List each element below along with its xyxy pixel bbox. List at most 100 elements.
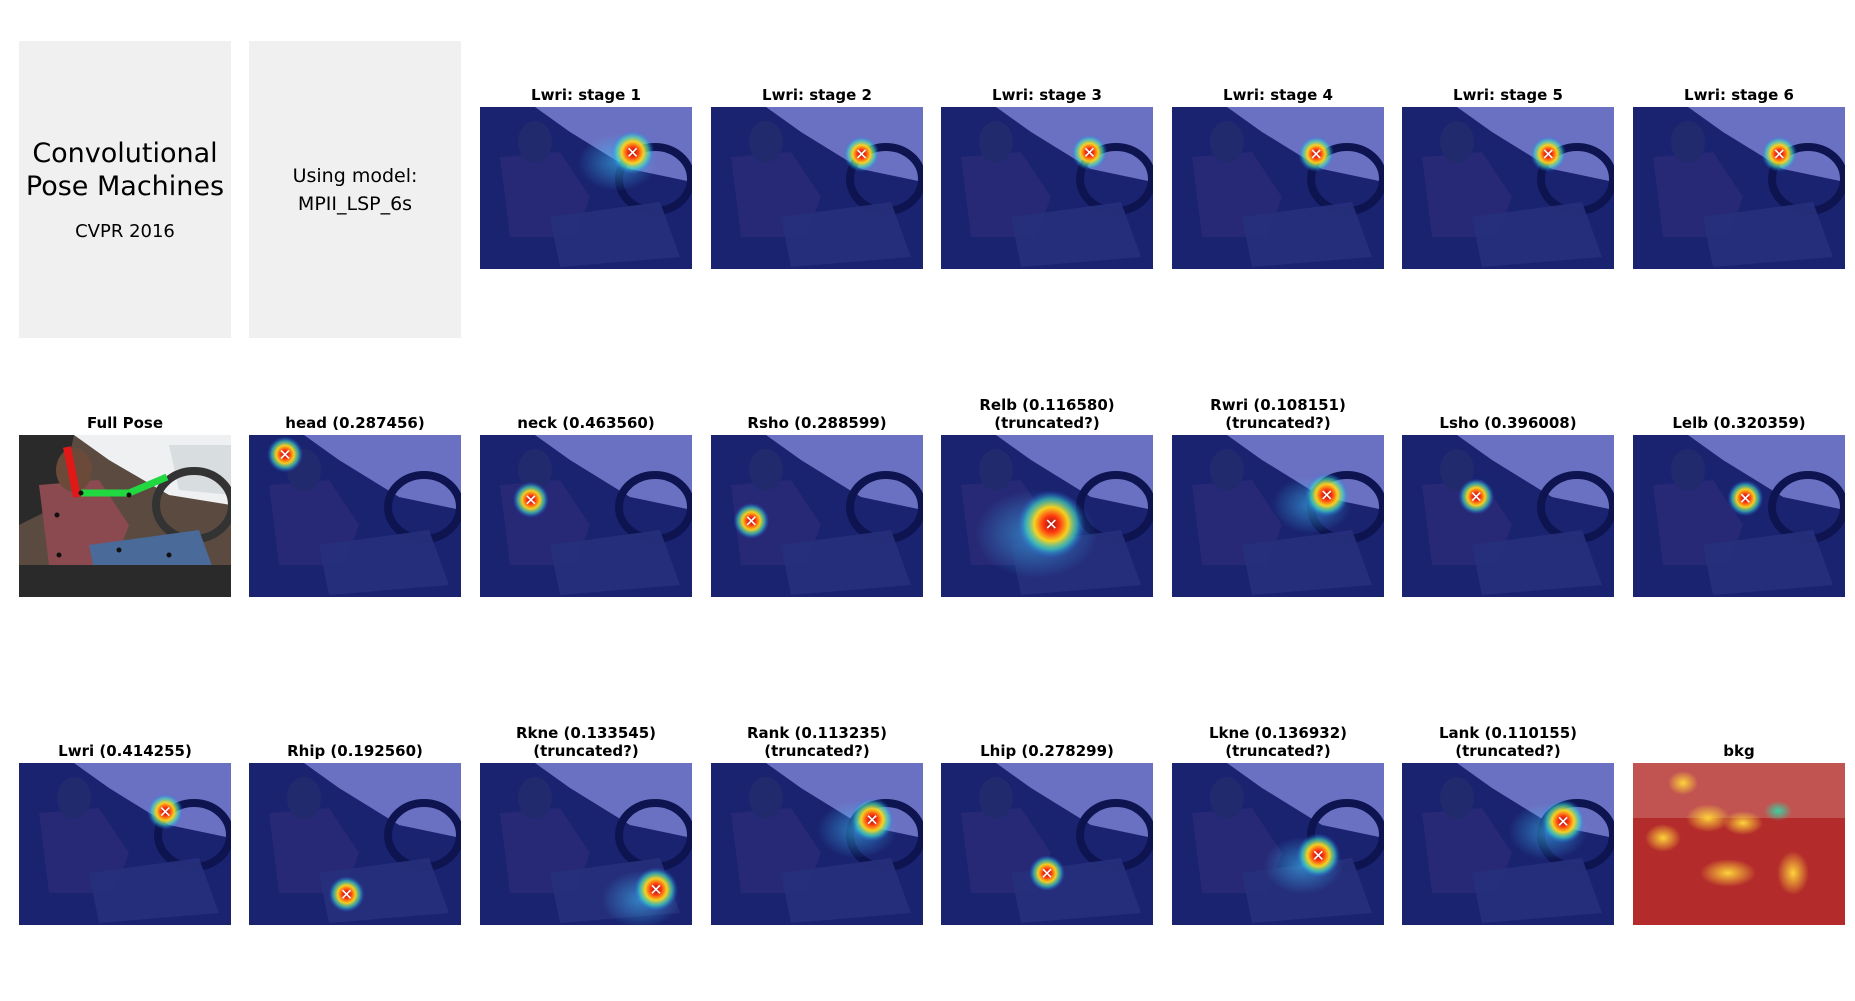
window-region [535,763,692,838]
head-region [979,449,1013,491]
peak-marker-b [651,884,661,894]
legs-region [781,858,911,923]
title-line-2: Pose Machines [25,171,225,202]
peak-marker-b [1084,147,1094,157]
stage-4-title: Lwri: stage 4 [1223,86,1333,104]
peak-marker-b [1313,850,1323,860]
part-rwri-title: Rwri (0.108151) [1210,396,1346,414]
title-box: Convolutional Pose Machines CVPR 2016 [19,41,231,338]
stage-6-title: Lwri: stage 6 [1684,86,1794,104]
head-region [57,777,91,819]
peak-marker-b [1543,149,1553,159]
window-region [766,435,923,510]
peak-marker-b [1471,491,1481,502]
part-lkne-title: Lkne (0.136932) [1208,724,1348,742]
part-rwri-heatmap [1172,435,1384,597]
window-region [996,435,1153,510]
legs-region [1242,202,1372,267]
title-line-1: Convolutional [32,138,218,169]
model-box: Using model: MPII_LSP_6s [249,41,461,338]
head-region [1671,449,1705,491]
bkg-title: bkg [1723,742,1755,760]
window-region [1457,435,1614,510]
peak-marker-b [746,516,756,526]
peak-marker-b [1322,490,1332,500]
bkg-heatmap [1633,763,1845,925]
part-lelb-title: Lelb (0.320359) [1672,414,1806,432]
head-region [1210,121,1244,163]
legs-region [89,858,219,923]
full-pose-title: Full Pose [86,414,164,432]
part-lank-subtitle: (truncated?) [1455,742,1561,760]
window-region [535,435,692,510]
part-rwri-subtitle: (truncated?) [1225,414,1331,432]
stage-2-heatmap [711,107,923,269]
part-lkne-heatmap [1172,763,1384,925]
legs-region [550,202,680,267]
part-rkne-title: Rkne (0.133545) [515,724,657,742]
head-region [1671,121,1705,163]
stage-4-heatmap [1172,107,1384,269]
part-relb-title: Relb (0.116580) [979,396,1115,414]
legs-region [1472,530,1602,595]
stage-6-heatmap [1633,107,1845,269]
peak-marker-b [1558,816,1568,826]
window-region [304,435,461,510]
part-neck-title: neck (0.463560) [517,414,655,432]
part-lsho-title: Lsho (0.396008) [1439,414,1577,432]
legs-region [1703,202,1833,267]
part-head-heatmap [249,435,461,597]
part-rsho-title: Rsho (0.288599) [747,414,887,432]
head-region [1440,121,1474,163]
window-region [996,763,1153,838]
part-rkne-subtitle: (truncated?) [533,742,639,760]
head-region [749,121,783,163]
legs-region [781,530,911,595]
head-region [1210,777,1244,819]
peak-marker-b [628,147,638,157]
part-lank-heatmap [1402,763,1614,925]
model-name: MPII_LSP_6s [297,192,413,215]
model-label: Using model: [292,164,418,187]
peak-marker-b [1740,493,1750,503]
stage-5-title: Lwri: stage 5 [1453,86,1563,104]
stage-1-title: Lwri: stage 1 [531,86,641,104]
part-lwri-heatmap [19,763,231,925]
stage-1-heatmap [480,107,692,269]
stage-2-title: Lwri: stage 2 [762,86,872,104]
window-region [304,763,461,838]
legs-region [781,202,911,267]
part-head-title: head (0.287456) [285,414,425,432]
window-region [1688,435,1845,510]
window-region [1227,763,1384,838]
part-lkne-subtitle: (truncated?) [1225,742,1331,760]
head-region [749,449,783,491]
peak-marker-b [526,495,536,505]
peak-marker-b [1046,519,1056,529]
full-pose-image [19,435,231,597]
peak-marker-b [1774,149,1784,159]
part-lelb-heatmap [1633,435,1845,597]
part-lank-title: Lank (0.110155) [1438,724,1578,742]
part-rhip-title: Rhip (0.192560) [287,742,423,760]
part-lwri-title: Lwri (0.414255) [58,742,192,760]
window-region [766,107,923,182]
legs-region [319,530,449,595]
head-region [518,777,552,819]
conference-label: CVPR 2016 [75,221,175,242]
head-region [518,449,552,491]
part-relb-subtitle: (truncated?) [994,414,1100,432]
peak-marker-b [280,449,290,460]
head-region [1210,449,1244,491]
part-rank-heatmap [711,763,923,925]
peak-marker-b [160,807,170,817]
part-relb-heatmap [941,435,1153,597]
legs-region [550,530,680,595]
peak-marker-b [867,815,877,825]
peak-marker-b [1311,149,1321,159]
peak-marker-b [341,889,352,899]
legs-region [1703,530,1833,595]
head-region [1440,449,1474,491]
part-rank-subtitle: (truncated?) [764,742,870,760]
peak-marker-b [1042,868,1052,878]
